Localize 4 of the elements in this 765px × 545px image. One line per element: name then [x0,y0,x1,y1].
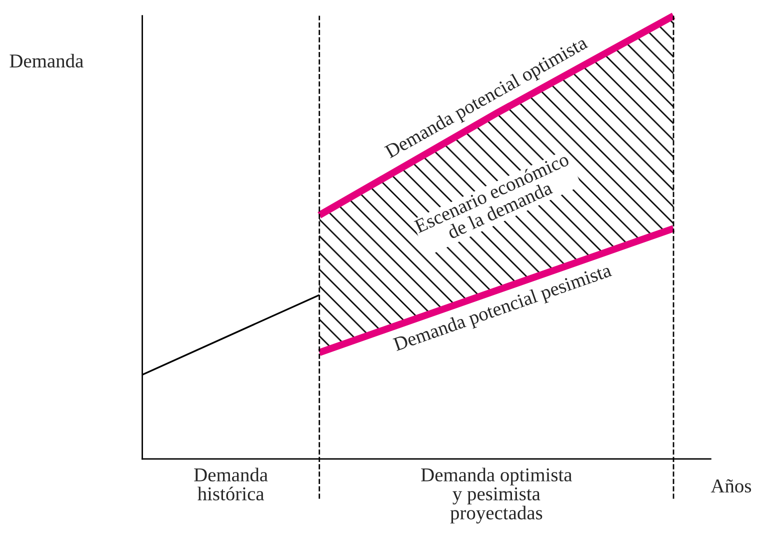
y-axis-title: Demanda [10,54,84,68]
text: Demanda histórica [194,468,268,500]
x-axis-title: Años [710,479,752,493]
text: Demanda optimista y pesimista proyectadas [421,468,572,524]
